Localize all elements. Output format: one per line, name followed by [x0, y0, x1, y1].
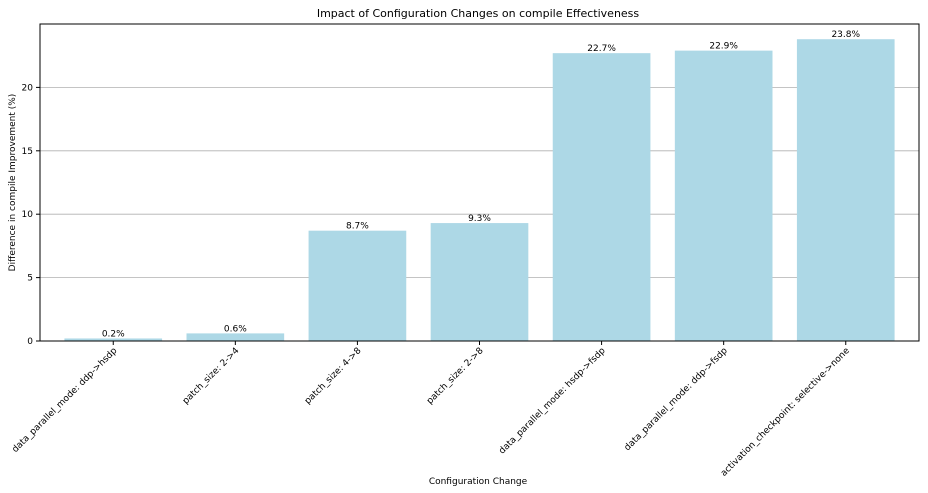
- x-tick-label-4: data_parallel_mode: hsdp->fsdp: [497, 346, 608, 457]
- data-labels: 0.2% 0.6% 8.7% 9.3% 22.7% 22.9% 23.8%: [102, 30, 861, 339]
- data-label-4: 22.7%: [587, 44, 616, 54]
- bar-5: [674, 50, 773, 342]
- x-axis-label: Configuration Change: [429, 477, 528, 487]
- data-label-2: 8.7%: [346, 222, 369, 232]
- data-label-3: 9.3%: [468, 214, 491, 224]
- x-tick-label-0: data_parallel_mode: ddp->hsdp: [11, 346, 120, 455]
- bar-2: [308, 230, 407, 341]
- y-tick-label-3: 15: [22, 147, 33, 157]
- data-label-5: 22.9%: [709, 42, 738, 52]
- y-axis-label: Difference in compile Improvement (%): [8, 94, 18, 272]
- data-label-1: 0.6%: [224, 324, 247, 334]
- y-tick-label-1: 5: [27, 274, 33, 284]
- bars: [64, 39, 895, 342]
- y-tick-label-2: 10: [22, 210, 34, 220]
- bar-4: [552, 53, 651, 341]
- x-tick-label-2: patch_size: 4->8: [303, 346, 364, 407]
- chart-title: Impact of Configuration Changes on compi…: [317, 7, 640, 20]
- bar-1: [186, 333, 285, 341]
- x-axis-ticks: data_parallel_mode: ddp->hsdp patch_size:…: [11, 341, 852, 479]
- bar-0: [64, 338, 163, 341]
- x-tick-label-5: data_parallel_mode: ddp->fsdp: [623, 346, 730, 453]
- data-label-6: 23.8%: [831, 30, 860, 40]
- data-label-0: 0.2%: [102, 329, 125, 339]
- x-tick-label-3: patch_size: 2->8: [425, 346, 486, 407]
- y-axis-ticks: 0 5 10 15 20: [22, 83, 40, 347]
- bar-3: [430, 223, 529, 341]
- y-tick-label-0: 0: [27, 337, 33, 347]
- x-tick-label-6: activation_checkpoint: selective->none: [719, 346, 852, 479]
- x-tick-label-1: patch_size: 2->4: [181, 346, 242, 407]
- y-tick-label-4: 20: [22, 83, 34, 93]
- bar-6: [796, 39, 895, 341]
